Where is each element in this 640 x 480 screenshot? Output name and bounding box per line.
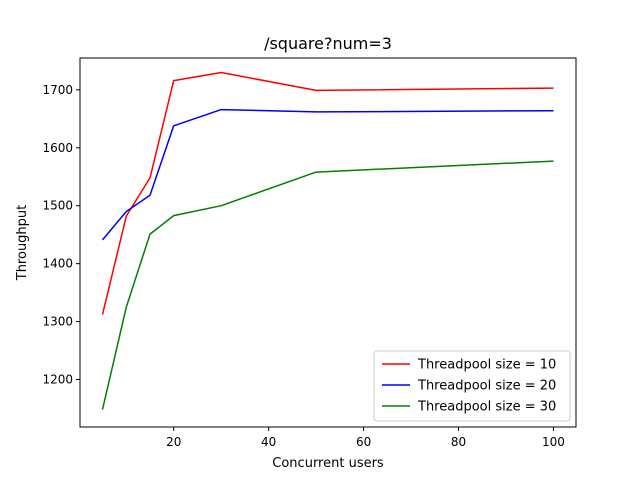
x-tick-label: 20 — [166, 435, 181, 449]
legend-label-1: Threadpool size = 10 — [417, 358, 556, 373]
chart-title: /square?num=3 — [264, 34, 392, 53]
x-tick-label: 40 — [261, 435, 276, 449]
legend-label-2: Threadpool size = 20 — [417, 379, 556, 394]
x-tick-label: 80 — [451, 435, 466, 449]
axes-frame — [79, 57, 577, 428]
legend: Threadpool size = 10 Threadpool size = 20… — [373, 350, 571, 422]
y-tick-label: 1300 — [42, 315, 73, 329]
series-line-3 — [101, 160, 554, 410]
y-tick-label: 1500 — [42, 199, 73, 213]
y-axis-label: Throughput — [15, 205, 30, 282]
y-tick-label: 1700 — [42, 83, 73, 97]
x-tick-label: 100 — [542, 435, 565, 449]
y-tick-label: 1400 — [42, 257, 73, 271]
axis-ticks: 20 40 60 80 100 1200 1300 1400 1500 1600 1700 — [42, 83, 564, 449]
legend-label-3: Threadpool size = 30 — [417, 400, 556, 415]
x-axis-label: Concurrent users — [272, 456, 384, 471]
y-tick-label: 1600 — [42, 141, 73, 155]
series-line-2 — [101, 108, 554, 241]
legend-box — [373, 350, 571, 422]
x-tick-label: 60 — [356, 435, 371, 449]
plot-area — [101, 71, 554, 410]
series-line-1 — [101, 71, 554, 315]
y-tick-label: 1200 — [42, 372, 73, 386]
